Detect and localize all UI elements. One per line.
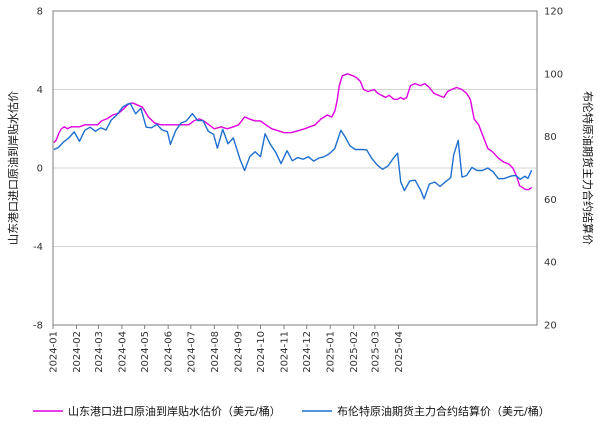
x-tick-label: 2024-09 <box>233 331 244 373</box>
y-left-tick-label: -8 <box>33 321 43 332</box>
x-tick-label: 2024-02 <box>72 331 83 373</box>
x-tick-label: 2024-08 <box>210 331 221 373</box>
y-right-tick-label: 60 <box>544 195 557 206</box>
legend-label-series-2: 布伦特原油期货主力合约结算价（美元/桶） <box>337 404 550 418</box>
y-left-axis-title: 山东港口进口原油到岸贴水估价 <box>6 91 20 245</box>
plot-frame <box>52 10 538 326</box>
x-tick-label: 2024-01 <box>49 331 60 373</box>
legend-label-series-1: 山东港口进口原油到岸贴水估价（美元/桶） <box>68 404 281 418</box>
y-right-tick-label: 40 <box>544 258 557 269</box>
y-left-tick-label: 8 <box>37 7 43 18</box>
y-right-tick-label: 20 <box>544 321 557 332</box>
y-right-tick-label: 120 <box>544 7 563 18</box>
series-line-1 <box>53 73 533 191</box>
legend: 山东港口进口原油到岸贴水估价（美元/桶） 布伦特原油期货主力合约结算价（美元/桶… <box>33 404 550 418</box>
x-tick-label: 2024-06 <box>164 331 175 373</box>
series-layer <box>53 73 533 200</box>
x-tick-label: 2024-12 <box>302 331 313 373</box>
axes <box>52 10 538 329</box>
y-right-tick-label: 100 <box>544 69 563 80</box>
x-tick-label: 2025-04 <box>394 331 405 373</box>
x-tick-label: 2024-11 <box>280 331 291 373</box>
grid <box>53 89 537 247</box>
y-right-axis-title: 布伦特原油期货主力合约结算价 <box>581 91 595 245</box>
x-tick-label: 2024-04 <box>117 331 128 373</box>
x-tick-label: 2024-10 <box>256 331 267 373</box>
x-tick-label: 2024-07 <box>186 331 197 373</box>
y-right-tick-label: 80 <box>544 132 557 143</box>
series-line-2 <box>53 102 533 200</box>
y-left-tick-label: 0 <box>37 164 43 175</box>
x-tick-label: 2025-01 <box>326 331 337 373</box>
y-left-tick-label: 4 <box>37 85 43 96</box>
x-tick-label: 2025-02 <box>349 331 360 373</box>
x-tick-label: 2024-05 <box>140 331 151 373</box>
legend-item-series-2: 布伦特原油期货主力合约结算价（美元/桶） <box>302 404 550 418</box>
legend-item-series-1: 山东港口进口原油到岸贴水估价（美元/桶） <box>33 404 281 418</box>
x-tick-label: 2025-03 <box>370 331 381 373</box>
x-tick-label: 2024-03 <box>94 331 105 373</box>
y-left-tick-label: -4 <box>33 242 43 253</box>
